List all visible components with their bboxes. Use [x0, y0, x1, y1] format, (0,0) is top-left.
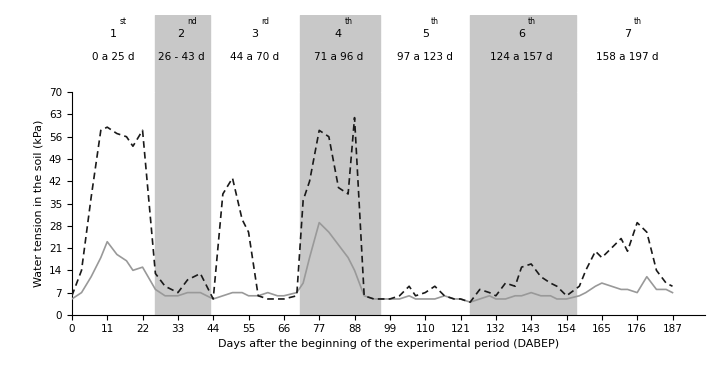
Text: 2: 2: [178, 29, 185, 39]
Text: 26 - 43 d: 26 - 43 d: [157, 52, 204, 62]
Bar: [300, 92, 380, 315]
Text: 4: 4: [335, 29, 342, 39]
Text: 3: 3: [252, 29, 258, 39]
Text: 44 a 70 d: 44 a 70 d: [230, 52, 280, 62]
Text: 124 a 157 d: 124 a 157 d: [490, 52, 553, 62]
Bar: [470, 15, 576, 92]
Bar: [300, 15, 380, 92]
Text: 0 a 25 d: 0 a 25 d: [93, 52, 135, 62]
Text: 158 a 197 d: 158 a 197 d: [596, 52, 659, 62]
Text: 6: 6: [518, 29, 525, 39]
Text: 71 a 96 d: 71 a 96 d: [314, 52, 363, 62]
Bar: [155, 15, 210, 92]
Text: 5: 5: [422, 29, 429, 39]
Text: rd: rd: [261, 17, 269, 26]
Bar: [470, 92, 576, 315]
Text: th: th: [344, 17, 352, 26]
Text: nd: nd: [187, 17, 196, 26]
Text: 1: 1: [110, 29, 117, 39]
Text: th: th: [431, 17, 439, 26]
Text: th: th: [527, 17, 536, 26]
Y-axis label: Water tension in the soil (kPa): Water tension in the soil (kPa): [33, 120, 43, 287]
Bar: [155, 92, 210, 315]
X-axis label: Days after the beginning of the experimental period (DABEP): Days after the beginning of the experime…: [218, 339, 559, 349]
Text: 7: 7: [624, 29, 631, 39]
Text: th: th: [633, 17, 641, 26]
Text: st: st: [119, 17, 127, 26]
Text: 97 a 123 d: 97 a 123 d: [398, 52, 453, 62]
